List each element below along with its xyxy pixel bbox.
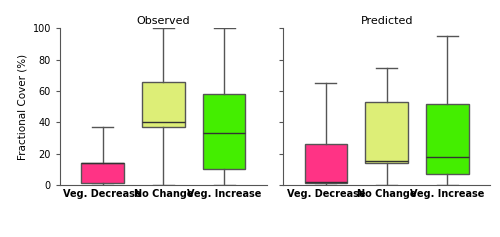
Y-axis label: Fractional Cover (%): Fractional Cover (%) [17, 54, 27, 160]
PathPatch shape [82, 163, 124, 183]
PathPatch shape [426, 104, 469, 174]
Title: Observed: Observed [136, 16, 190, 26]
PathPatch shape [304, 144, 347, 183]
Title: Predicted: Predicted [360, 16, 413, 26]
PathPatch shape [203, 94, 246, 169]
PathPatch shape [142, 82, 184, 127]
PathPatch shape [366, 102, 408, 163]
